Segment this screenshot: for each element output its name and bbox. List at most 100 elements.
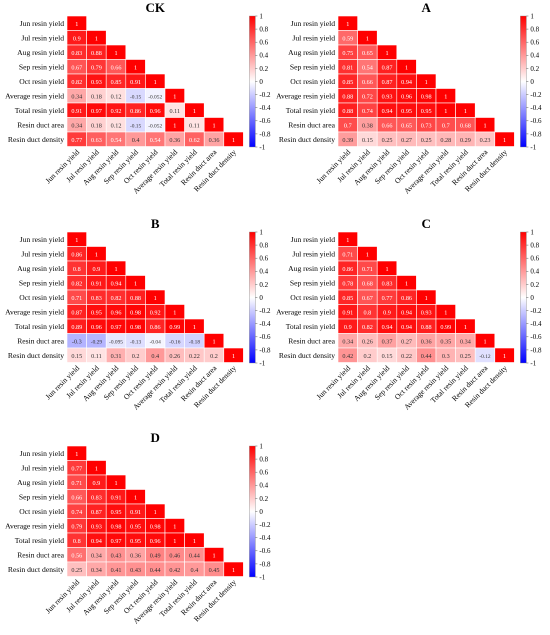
cell-value-label: 0.97 xyxy=(91,108,102,115)
cell-value-label: 0.77 xyxy=(71,137,82,144)
colorbar-tick-label: 1 xyxy=(259,12,263,20)
cell-value-label: 0.93 xyxy=(91,523,102,530)
colorbar-tick-label: 0.8 xyxy=(530,242,539,250)
cell-value-label: 1 xyxy=(114,50,117,57)
colorbar-tick-label: 0.4 xyxy=(259,482,268,490)
cell-value-label: 0.71 xyxy=(342,251,353,258)
cell-value-label: 0.94 xyxy=(401,324,412,331)
cell-value-label: 0.86 xyxy=(401,295,412,302)
cell-value-label: 0.96 xyxy=(150,538,161,545)
cell-value-label: 0.71 xyxy=(71,480,82,487)
colorbar-tick-label: 0.4 xyxy=(530,268,539,276)
cell-value-label: 0.54 xyxy=(150,137,161,144)
row-label: Resin duct density xyxy=(279,135,335,144)
row-label: Oct resin yield xyxy=(19,293,64,302)
colorbar-tick-label: -0.6 xyxy=(259,547,271,555)
heatmap-cell xyxy=(494,347,515,363)
row-label: Average resin yield xyxy=(5,307,64,316)
row-label: Sep resin yield xyxy=(19,492,64,501)
row-label: Sep resin yield xyxy=(19,62,64,71)
cell-value-label: 1 xyxy=(193,324,196,331)
colorbar-tick-label: -0.2 xyxy=(530,307,542,315)
colorbar-tick-label: -0.4 xyxy=(530,104,542,112)
cell-value-label: -0.15 xyxy=(130,123,142,129)
cell-value-label: 0.86 xyxy=(150,324,161,331)
cell-value-label: 1 xyxy=(464,108,467,115)
row-label: Total resin yield xyxy=(15,106,64,115)
heatmap-panel: D10.77 10.71 0.9 10.66 0.83 0.91 10.74 0.87 0.95… xyxy=(5,430,271,626)
cell-value-label: 0.34 xyxy=(342,338,353,345)
cell-value-label: 0.62 xyxy=(189,137,200,144)
colorbar-tick-label: 0.6 xyxy=(259,469,268,477)
colorbar-tick-label: -0.8 xyxy=(259,346,271,354)
row-label: Aug resin yield xyxy=(17,264,64,273)
cell-value-label: 0.87 xyxy=(382,64,393,71)
cell-value-label: -0.052 xyxy=(148,123,162,129)
colorbar xyxy=(520,15,527,148)
row-label: Total resin yield xyxy=(15,322,64,331)
cell-value-label: 0.78 xyxy=(342,280,353,287)
cell-value-label: 0.94 xyxy=(111,280,122,287)
colorbar-tick-label: 1 xyxy=(530,228,534,236)
cell-value-label: 0.54 xyxy=(111,137,122,144)
cell-value-label: 1 xyxy=(114,266,117,273)
row-label: Aug resin yield xyxy=(288,48,335,57)
cell-value-label: 0.36 xyxy=(421,338,432,345)
cell-value-label: 1 xyxy=(154,79,157,86)
cell-value-label: 0.88 xyxy=(130,295,141,302)
cell-value-label: 0.28 xyxy=(440,137,451,144)
cell-value-label: 0.49 xyxy=(150,552,161,559)
cell-value-label: 0.88 xyxy=(421,324,432,331)
cell-value-label: 0.87 xyxy=(71,309,82,316)
cell-value-label: 1 xyxy=(75,21,78,28)
cell-value-label: 0.96 xyxy=(401,93,412,100)
colorbar-tick-label: 0 xyxy=(259,294,263,302)
cell-value-label: 0.71 xyxy=(71,295,82,302)
cell-value-label: 0.18 xyxy=(91,122,102,129)
cell-value-label: 0.96 xyxy=(111,309,122,316)
colorbar-tick-label: 0.2 xyxy=(530,65,539,73)
row-label: Resin duct area xyxy=(288,336,335,345)
cell-value-label: 0.98 xyxy=(130,324,141,331)
cell-value-label: 0.7 xyxy=(442,122,450,129)
cell-value-label: 1 xyxy=(503,353,506,360)
row-label: Resin duct area xyxy=(17,120,64,129)
cell-value-label: 0.86 xyxy=(71,251,82,258)
cell-value-label: 0.95 xyxy=(130,538,141,545)
cell-value-label: 0.88 xyxy=(342,108,353,115)
cell-value-label: 0.2 xyxy=(364,353,372,360)
cell-value-label: 0.94 xyxy=(401,79,412,86)
cell-value-label: 0.63 xyxy=(91,137,102,144)
cell-value-label: 0.65 xyxy=(362,50,373,57)
cell-value-label: -0.16 xyxy=(169,339,181,345)
cell-value-label: 0.36 xyxy=(130,552,141,559)
cell-value-label: 0.74 xyxy=(362,108,373,115)
row-label: Resin duct area xyxy=(288,120,335,129)
cell-value-label: 0.98 xyxy=(111,523,122,530)
cell-value-label: 0.68 xyxy=(460,122,471,129)
cell-value-label: 0.43 xyxy=(130,567,141,574)
cell-value-label: 1 xyxy=(212,338,215,345)
cell-value-label: 1 xyxy=(346,237,349,244)
cell-value-label: -0.29 xyxy=(91,339,103,345)
cell-value-label: 0.95 xyxy=(111,509,122,516)
cell-value-label: 1 xyxy=(154,509,157,516)
colorbar-tick-label: -1 xyxy=(259,143,265,151)
cell-value-label: 0.25 xyxy=(460,353,471,360)
cell-value-label: 0.37 xyxy=(382,338,393,345)
cell-value-label: 1 xyxy=(173,523,176,530)
cell-value-label: 0.96 xyxy=(150,108,161,115)
cell-value-label: 1 xyxy=(95,251,98,258)
row-label: Oct resin yield xyxy=(19,507,64,516)
cell-value-label: 0.85 xyxy=(342,79,353,86)
cell-value-label: 0.97 xyxy=(111,324,122,331)
row-label: Sep resin yield xyxy=(290,278,335,287)
cell-value-label: 1 xyxy=(114,480,117,487)
cell-value-label: 0.42 xyxy=(169,567,180,574)
panel-title: C xyxy=(422,216,431,231)
cell-value-label: 0.11 xyxy=(91,353,102,360)
cell-value-label: 0.87 xyxy=(91,509,102,516)
cell-value-label: 0.35 xyxy=(440,338,451,345)
cell-value-label: 0.15 xyxy=(382,353,393,360)
heatmap-cell xyxy=(223,131,244,147)
